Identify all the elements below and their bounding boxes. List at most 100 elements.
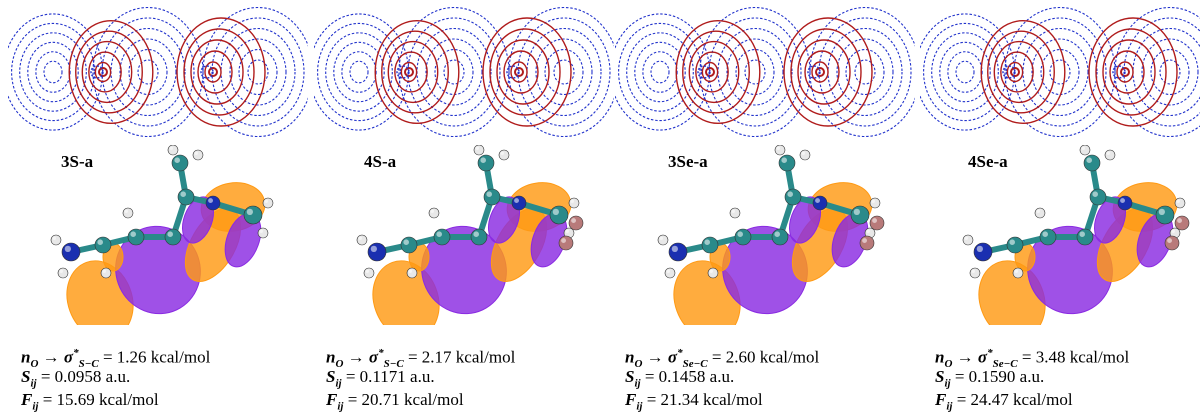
- hydrogen-atom-highlight: [365, 269, 369, 273]
- hydrogen-atom-highlight: [124, 209, 128, 213]
- carbon-atom: [164, 228, 182, 246]
- nucleus-marker: [815, 67, 825, 77]
- hydrogen-atom: [498, 149, 510, 161]
- panel-label: 3S-a: [61, 152, 94, 171]
- positive-contour: [811, 61, 829, 83]
- purple-lobe: [487, 196, 521, 244]
- carbon-atom: [483, 188, 501, 206]
- nucleus-marker: [705, 67, 715, 77]
- nitrogen-atom: [1117, 195, 1133, 211]
- carbon-atom: [1076, 228, 1094, 246]
- hydrogen-atom-highlight: [871, 199, 875, 203]
- negative-contour: [553, 59, 575, 85]
- hydrogen-atom-highlight: [659, 236, 663, 240]
- hydrogen-atom: [962, 234, 974, 246]
- negative-contour: [923, 22, 1007, 122]
- nitrogen-atom-highlight: [815, 198, 820, 203]
- negative-contour: [508, 6, 614, 138]
- negative-contour: [202, 6, 308, 138]
- nitrogen-atom-highlight: [671, 245, 678, 252]
- interaction-energy: nO → σ*S−C = 1.26 kcal/mol: [21, 347, 211, 371]
- hydrogen-atom-highlight: [430, 209, 434, 213]
- hydrogen-atom: [473, 145, 485, 156]
- carbon-atom-highlight: [436, 231, 442, 237]
- carbon-atom-highlight: [246, 208, 254, 215]
- negative-contour: [708, 17, 802, 127]
- selenium-atom-highlight: [862, 238, 867, 243]
- hydrogen-atom: [1034, 207, 1046, 219]
- negative-contour: [35, 51, 71, 93]
- molecule-orbital-render: [962, 145, 1190, 325]
- fock-element: Fij = 20.71 kcal/mol: [326, 390, 464, 413]
- negative-contour: [407, 17, 501, 127]
- nucleus-marker: [1010, 67, 1020, 77]
- negative-contour: [317, 22, 401, 122]
- nitrogen-atom: [511, 195, 527, 211]
- overlap-integral: Sij = 0.1458 a.u.: [625, 367, 735, 390]
- selenium-atom: [859, 235, 875, 251]
- contour-plot: [314, 6, 614, 138]
- nucleus-marker: [90, 65, 104, 79]
- selenium-atom-highlight: [1167, 238, 1172, 243]
- negative-contour: [642, 51, 678, 93]
- negative-contour: [247, 59, 269, 85]
- carbon-atom-highlight: [97, 239, 103, 245]
- carbon-atom-highlight: [787, 191, 793, 197]
- carbon-atom: [850, 205, 870, 225]
- negative-contour: [349, 60, 369, 84]
- nucleus-marker: [200, 65, 214, 79]
- negative-contour: [535, 38, 593, 106]
- selenium-atom: [568, 215, 584, 231]
- negative-contour: [735, 48, 775, 96]
- hydrogen-atom: [100, 267, 112, 279]
- nucleus-marker: [807, 65, 821, 79]
- positive-contour: [503, 50, 539, 94]
- negative-contour: [128, 48, 168, 96]
- carbon-atom: [171, 154, 189, 172]
- nitrogen-atom-highlight: [370, 245, 377, 252]
- molecule-orbital-render: [50, 145, 274, 325]
- negative-contour: [854, 59, 876, 85]
- carbon-atom: [701, 236, 719, 254]
- positive-contour: [400, 61, 418, 83]
- hydrogen-atom: [262, 197, 274, 209]
- negative-contour: [11, 22, 95, 122]
- hydrogen-atom-highlight: [964, 236, 968, 240]
- overlap-integral: Sij = 0.0958 a.u.: [21, 367, 131, 390]
- positive-contour: [204, 61, 222, 83]
- positive-contour: [1095, 28, 1167, 116]
- positive-contour: [489, 28, 561, 116]
- negative-contour: [416, 27, 492, 117]
- positive-contour: [695, 51, 729, 93]
- hydrogen-atom-highlight: [709, 269, 713, 273]
- hydrogen-atom-highlight: [776, 146, 780, 150]
- positive-contour: [68, 20, 154, 124]
- hydrogen-atom-highlight: [1171, 229, 1175, 233]
- negative-contour: [1049, 59, 1071, 85]
- positive-contour: [197, 50, 233, 94]
- selenium-atom-highlight: [1177, 218, 1182, 223]
- negative-contour: [1159, 59, 1181, 85]
- carbon-atom-highlight: [167, 231, 173, 237]
- positive-contour: [88, 51, 122, 93]
- nitrogen-atom: [668, 242, 688, 262]
- hydrogen-atom: [57, 267, 69, 279]
- carbon-atom-highlight: [1079, 231, 1085, 237]
- nitrogen-atom: [973, 242, 993, 262]
- fock-element: Fij = 21.34 kcal/mol: [625, 390, 763, 413]
- nitrogen-atom-highlight: [976, 245, 983, 252]
- negative-contour: [626, 32, 694, 112]
- hydrogen-atom: [257, 227, 269, 239]
- contour-plot: [615, 6, 915, 138]
- hydrogen-atom: [664, 267, 676, 279]
- panel-label: 4S-a: [364, 152, 397, 171]
- hydrogen-atom: [356, 234, 368, 246]
- negative-contour: [699, 6, 811, 138]
- hydrogen-atom: [1012, 267, 1024, 279]
- positive-contour: [81, 40, 133, 104]
- carbon-atom-highlight: [853, 208, 860, 215]
- hydrogen-atom-highlight: [259, 229, 263, 233]
- panel-label: 4Se-a: [968, 152, 1008, 171]
- nucleus-marker: [697, 65, 711, 79]
- nitrogen-atom-highlight: [514, 198, 519, 203]
